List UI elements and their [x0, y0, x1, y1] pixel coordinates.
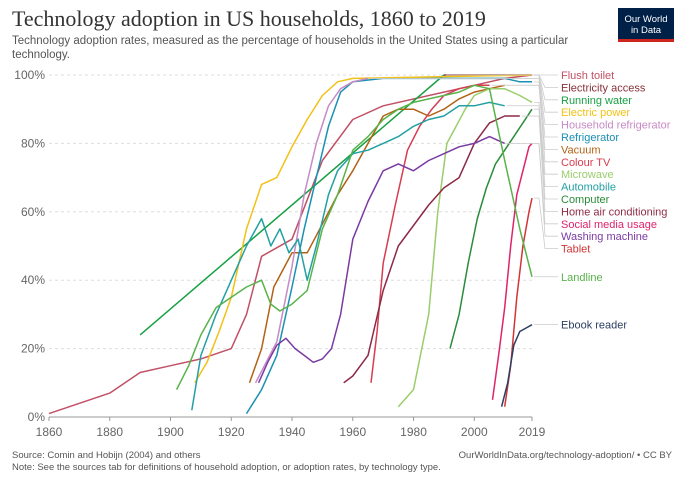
legend-connector — [506, 84, 558, 150]
series-line-landline[interactable] — [175, 84, 533, 390]
legend-label-social-media-usage[interactable]: Social media usage — [561, 219, 657, 231]
legend-label-electric-power[interactable]: Electric power — [561, 107, 630, 119]
x-tick-label: 1860 — [36, 425, 63, 439]
x-tick-label: 2019 — [519, 425, 546, 439]
legend-label-computer[interactable]: Computer — [561, 194, 610, 206]
url-text[interactable]: OurWorldInData.org/technology-adoption/ … — [458, 450, 672, 461]
legend-label-refrigerator[interactable]: Refrigerator — [561, 132, 619, 144]
legend-connector — [506, 105, 558, 188]
series-line-automobile[interactable] — [191, 101, 505, 411]
legend-connector — [534, 108, 558, 200]
series-line-refrigerator[interactable] — [245, 77, 533, 414]
series-line-computer[interactable] — [449, 108, 533, 349]
legend-connector — [445, 74, 558, 101]
y-tick-label: 80% — [21, 136, 45, 150]
series-line-electric-power[interactable] — [194, 74, 533, 384]
x-tick-label: 1980 — [400, 425, 427, 439]
legend-connector — [491, 84, 558, 163]
legend-label-household-refrigerator[interactable]: Household refrigerator — [561, 120, 671, 132]
legend-label-home-air-conditioning[interactable]: Home air conditioning — [561, 206, 667, 218]
chart-subtitle: Technology adoption rates, measured as t… — [12, 35, 569, 61]
owid-logo[interactable]: Our World in Data — [618, 8, 674, 42]
legend-connector — [534, 101, 558, 175]
legend-connector — [506, 142, 558, 237]
source-text: Source: Comin and Hobijn (2004) and othe… — [12, 450, 201, 461]
series-line-home-air-conditioning[interactable] — [343, 115, 520, 384]
series-line-social-media-usage[interactable] — [491, 142, 533, 401]
legend-connector — [534, 81, 558, 138]
series-line-vacuum[interactable] — [248, 84, 505, 384]
series-line-flush-toilet[interactable] — [48, 74, 533, 415]
x-tick-label: 1900 — [157, 425, 184, 439]
x-tick-label: 1960 — [339, 425, 366, 439]
x-tick-label: 1880 — [96, 425, 123, 439]
y-tick-label: 40% — [21, 273, 45, 287]
y-tick-label: 60% — [21, 205, 45, 219]
legend-label-running-water[interactable]: Running water — [561, 95, 632, 107]
y-tick-label: 0% — [28, 410, 46, 424]
legend-connector — [521, 115, 558, 212]
legend-connector — [534, 74, 558, 113]
series-line-household-refrigerator[interactable] — [254, 77, 369, 384]
series-line-washing-machine[interactable] — [257, 135, 506, 384]
note-text: Note: See the sources tab for definition… — [12, 462, 441, 473]
legend-label-automobile[interactable]: Automobile — [561, 182, 616, 194]
legend-label-vacuum[interactable]: Vacuum — [561, 144, 601, 156]
x-tick-label: 1940 — [279, 425, 306, 439]
legend-label-microwave[interactable]: Microwave — [561, 169, 614, 181]
legend-label-electricity-access[interactable]: Electricity access — [561, 82, 646, 94]
legend-connector — [534, 197, 558, 250]
legend-connector — [369, 78, 558, 125]
legend-label-landline[interactable]: Landline — [561, 272, 603, 284]
chart-title: Technology adoption in US households, 18… — [12, 6, 486, 31]
x-tick-label: 1920 — [218, 425, 245, 439]
series-line-microwave[interactable] — [397, 87, 533, 408]
series-line-colour-tv[interactable] — [370, 84, 490, 383]
legend-label-colour-tv[interactable]: Colour TV — [561, 157, 611, 169]
series-line-ebook-reader[interactable] — [500, 324, 533, 407]
series-line-running-water[interactable] — [139, 74, 445, 336]
y-tick-label: 100% — [14, 68, 45, 82]
x-tick-label: 2000 — [461, 425, 488, 439]
logo-text-2: in Data — [630, 25, 662, 36]
legend-label-washing-machine[interactable]: Washing machine — [561, 231, 648, 243]
legend-label-tablet[interactable]: Tablet — [561, 244, 590, 256]
y-tick-label: 20% — [21, 342, 45, 356]
logo-text-1: Our World — [624, 14, 668, 25]
legend-label-ebook-reader[interactable]: Ebook reader — [561, 320, 627, 332]
legend-label-flush-toilet[interactable]: Flush toilet — [561, 70, 614, 82]
